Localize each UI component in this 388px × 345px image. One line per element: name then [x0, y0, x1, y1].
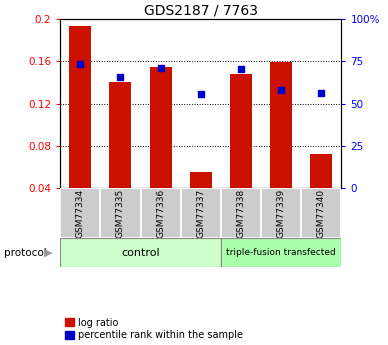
Text: GSM77334: GSM77334 [76, 188, 85, 238]
Bar [261, 188, 301, 238]
Bar [140, 188, 181, 238]
Point [117, 74, 123, 80]
Text: GSM77337: GSM77337 [196, 188, 205, 238]
Bar [100, 188, 140, 238]
Legend: log ratio, percentile rank within the sample: log ratio, percentile rank within the sa… [65, 318, 242, 340]
Point [197, 91, 204, 97]
Text: protocol: protocol [4, 248, 47, 258]
Text: GSM77335: GSM77335 [116, 188, 125, 238]
Bar [310, 154, 333, 188]
Bar [270, 62, 292, 188]
Point [278, 87, 284, 92]
Bar [181, 188, 221, 238]
Text: triple-fusion transfected: triple-fusion transfected [226, 248, 336, 257]
Bar [69, 26, 91, 188]
Bar [60, 188, 100, 238]
Title: GDS2187 / 7763: GDS2187 / 7763 [144, 4, 258, 18]
Point [238, 66, 244, 71]
Bar [109, 82, 132, 188]
Bar [301, 188, 341, 238]
Bar [221, 188, 261, 238]
Text: GSM77339: GSM77339 [277, 188, 286, 238]
Text: GSM77338: GSM77338 [236, 188, 246, 238]
Point [158, 65, 164, 70]
Point [77, 62, 83, 67]
Text: control: control [121, 248, 160, 258]
Point [318, 90, 324, 96]
Bar [149, 67, 171, 188]
Bar [230, 74, 252, 188]
Text: GSM77340: GSM77340 [317, 188, 326, 238]
Bar [221, 238, 341, 267]
Text: ▶: ▶ [44, 248, 53, 258]
Bar [190, 172, 212, 188]
Text: GSM77336: GSM77336 [156, 188, 165, 238]
Bar [60, 238, 221, 267]
